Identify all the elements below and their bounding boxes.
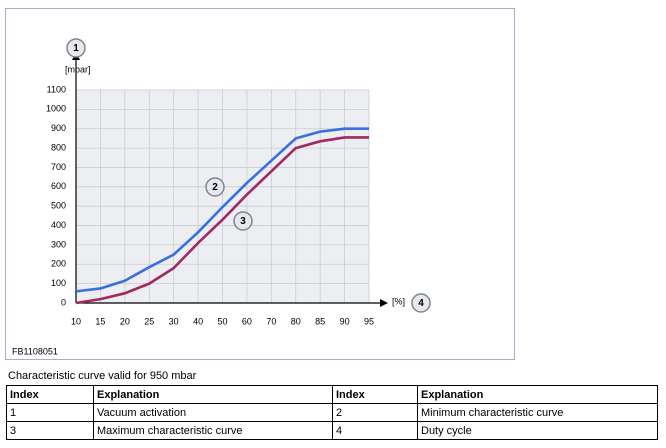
y-tick-label: 700 — [51, 162, 66, 172]
x-tick-label: 20 — [120, 316, 130, 326]
y-tick-label: 400 — [51, 220, 66, 230]
x-tick-label: 10 — [71, 316, 81, 326]
header-cell: Explanation — [417, 385, 658, 404]
x-tick-label: 85 — [315, 316, 325, 326]
x-tick-label: 30 — [169, 316, 179, 326]
x-tick-label: 70 — [266, 316, 276, 326]
figure-id: FB1108051 — [12, 346, 58, 356]
y-tick-label: 900 — [51, 123, 66, 133]
callout-label: 4 — [418, 298, 424, 309]
callout-circle — [411, 293, 431, 313]
caption: Characteristic curve valid for 950 mbar — [8, 370, 197, 382]
x-tick-label: 25 — [144, 316, 154, 326]
y-tick-label: 500 — [51, 201, 66, 211]
y-tick-label: 600 — [51, 181, 66, 191]
x-tick-label: 60 — [242, 316, 252, 326]
x-axis-label: [%] — [392, 296, 405, 306]
x-arrow — [380, 299, 388, 307]
line-series — [75, 127, 369, 293]
header-cell: Explanation — [93, 385, 333, 404]
cell: Maximum characteristic curve — [93, 421, 333, 440]
y-tick-label: 200 — [51, 259, 66, 269]
cell: 1 — [6, 403, 94, 422]
header-cell: Index — [332, 385, 418, 404]
callout-label: 1 — [73, 43, 79, 54]
x-tick-label: 15 — [95, 316, 105, 326]
callout-circle — [205, 177, 225, 197]
cell: Vacuum activation — [93, 403, 333, 422]
y-tick-label: 300 — [51, 239, 66, 249]
callout-label: 2 — [212, 182, 218, 193]
y-tick-label: 1100 — [47, 84, 66, 94]
callout-label: 3 — [240, 216, 246, 227]
y-tick-label: 0 — [61, 297, 66, 307]
x-tick-label: 95 — [364, 316, 374, 326]
x-tick-label: 50 — [217, 316, 227, 326]
cell: 4 — [332, 421, 418, 440]
x-tick-label: 80 — [291, 316, 301, 326]
x-tick-label: 90 — [340, 316, 350, 326]
y-tick-label: 100 — [51, 278, 66, 288]
cell: 2 — [332, 403, 418, 422]
line-series — [75, 136, 369, 305]
cell: 3 — [6, 421, 94, 440]
x-tick-label: 40 — [193, 316, 203, 326]
legend-table: Index Explanation Index Explanation 1 Vacuum… — [6, 385, 658, 440]
y-tick-label: 1000 — [46, 104, 66, 114]
callout-circle — [66, 38, 86, 58]
cell: Minimum characteristic curve — [417, 403, 658, 422]
header-cell: Index — [6, 385, 94, 404]
callout-circle — [233, 211, 253, 231]
y-tick-label: 800 — [51, 142, 66, 152]
y-axis-label: [mbar] — [65, 64, 91, 74]
cell: Duty cycle — [417, 421, 658, 440]
